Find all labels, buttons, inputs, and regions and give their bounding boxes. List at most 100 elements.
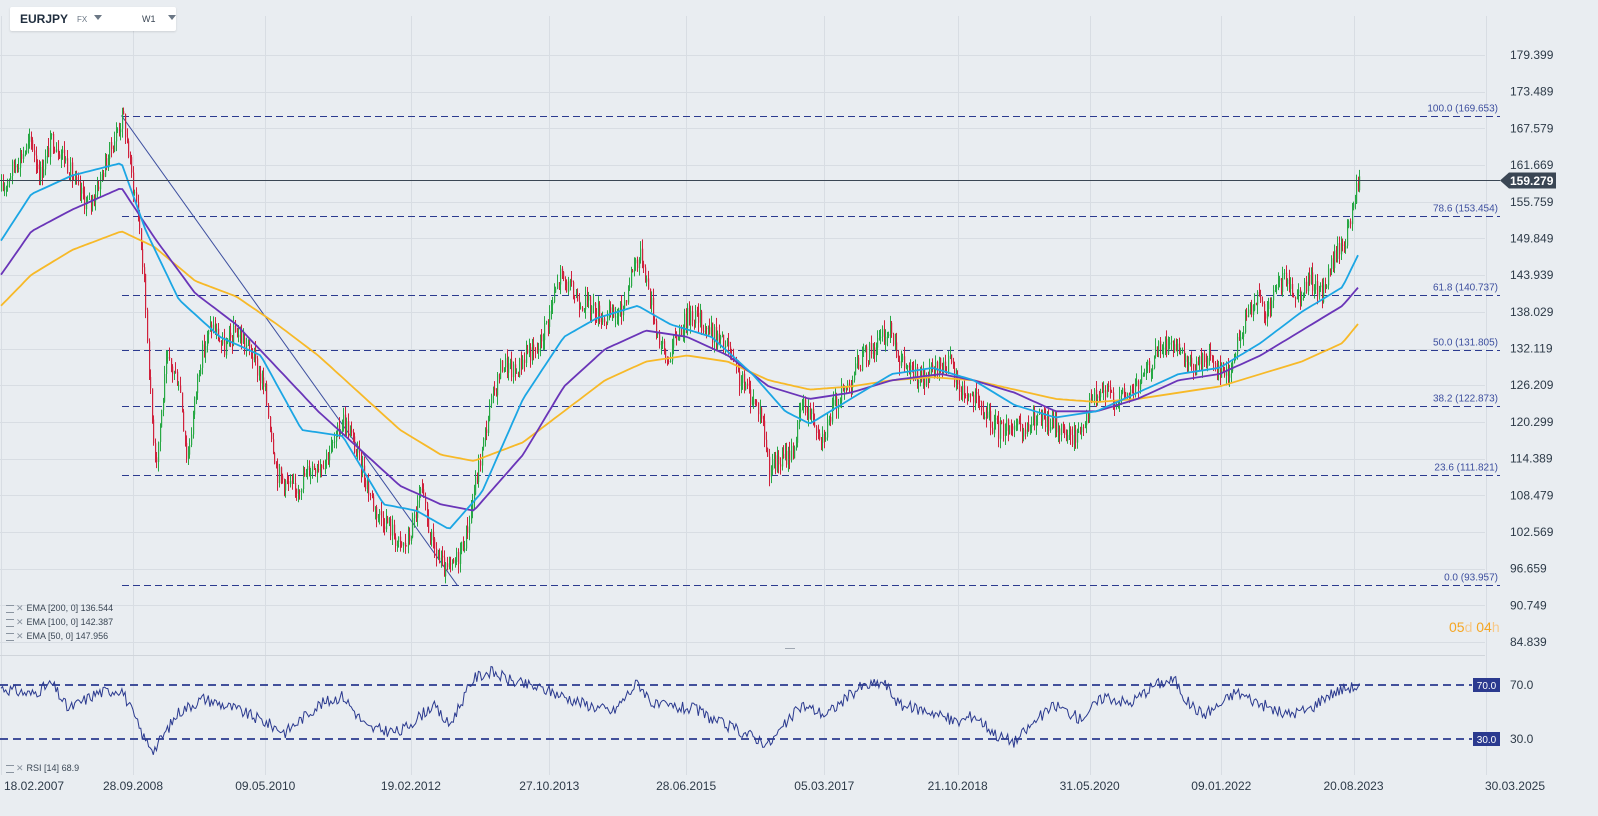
candle-body — [852, 380, 854, 388]
candle-body — [1088, 411, 1090, 419]
timeframe-dropdown-icon[interactable] — [168, 15, 176, 20]
candle-body — [601, 321, 603, 323]
candle-body — [1212, 356, 1214, 363]
candle-body — [1138, 380, 1140, 390]
candle-body — [825, 437, 827, 440]
candle-body — [1016, 425, 1018, 426]
candle-body — [609, 307, 611, 315]
candle-body — [574, 297, 576, 299]
candle-body — [117, 129, 119, 131]
y-tick-label: 90.749 — [1510, 598, 1547, 612]
candle-body — [1334, 250, 1336, 269]
candle-body — [1210, 351, 1212, 357]
candle-body — [123, 111, 125, 115]
candle-body — [1304, 281, 1306, 295]
settings-icon[interactable] — [6, 604, 14, 613]
countdown-hours-unit: h — [1491, 619, 1500, 635]
candle-body — [1165, 338, 1167, 348]
settings-icon[interactable] — [6, 764, 14, 773]
candle-body — [1105, 390, 1107, 397]
candle-body — [1202, 353, 1204, 369]
legend-ema-200-value: 136.544 — [80, 603, 114, 613]
close-icon[interactable]: ✕ — [16, 763, 24, 773]
close-icon[interactable]: ✕ — [16, 603, 24, 613]
candle-body — [1355, 203, 1357, 205]
candle-body — [712, 322, 714, 343]
candle-body — [714, 326, 716, 343]
candle-body — [587, 295, 589, 301]
candle-body — [392, 524, 394, 536]
candle-body — [346, 421, 348, 431]
candle-body — [970, 393, 972, 396]
candle-body — [527, 350, 529, 353]
candle-body — [1298, 289, 1300, 294]
y-tick-label: 102.569 — [1510, 525, 1554, 539]
candle-body — [1286, 272, 1288, 285]
candle-body — [1048, 414, 1050, 431]
candle-body — [717, 333, 719, 347]
candle-body — [438, 557, 440, 559]
candle-body — [147, 309, 149, 342]
candle-body — [1180, 352, 1182, 354]
legend-ema-50-value: 147.956 — [75, 631, 109, 641]
candle-body — [943, 361, 945, 371]
candle-body — [230, 332, 232, 338]
candle-body — [89, 199, 91, 200]
time-axis[interactable]: 18.02.2007 28.09.2008 09.05.2010 19.02.2012… — [4, 779, 1545, 793]
candle-body — [273, 439, 275, 453]
candle-body — [591, 305, 593, 314]
countdown-hours: 04 — [1476, 619, 1492, 635]
candle-body — [136, 192, 138, 203]
candle-body — [1312, 272, 1314, 291]
candle-body — [249, 341, 251, 348]
candle-body — [1319, 287, 1321, 297]
candle-body — [156, 457, 158, 463]
symbol-dropdown-icon[interactable] — [94, 15, 102, 20]
candle-body — [994, 419, 996, 434]
candle-body — [664, 341, 666, 350]
candle-body — [665, 349, 667, 360]
candle-body — [485, 429, 487, 439]
candle-body — [28, 141, 30, 145]
candle-body — [535, 350, 537, 352]
candle-body — [189, 445, 191, 455]
candle-body — [1317, 281, 1319, 297]
candle-body — [281, 467, 283, 476]
candle-body — [100, 174, 102, 190]
candle-body — [1228, 367, 1230, 378]
candle-body — [901, 359, 903, 366]
fib-level-label: 23.6 (111.821) — [1434, 463, 1498, 474]
timeframe-label[interactable]: W1 — [142, 14, 156, 24]
candle-body — [1220, 364, 1222, 378]
candle-body — [329, 453, 331, 461]
candle-body — [188, 454, 190, 459]
candle-body — [1295, 297, 1297, 300]
candle-body — [373, 496, 375, 510]
candle-body — [898, 357, 900, 362]
close-icon[interactable]: ✕ — [16, 631, 24, 641]
candle-body — [51, 134, 53, 136]
candle-body — [519, 358, 521, 377]
candle-body — [241, 332, 243, 344]
candle-body — [1066, 434, 1068, 441]
candle-body — [390, 518, 392, 536]
candle-body — [343, 414, 345, 426]
price-axis[interactable]: 179.399 173.489 167.579 161.669 155.759 149.8… — [1500, 48, 1556, 649]
x-tick-label: 18.02.2007 — [4, 779, 64, 793]
candle-body — [1081, 427, 1083, 433]
candle-body — [1012, 426, 1014, 430]
candle-body — [551, 305, 553, 311]
settings-icon[interactable] — [6, 632, 14, 641]
candle-body — [54, 149, 56, 152]
settings-icon[interactable] — [6, 618, 14, 627]
candle-body — [570, 280, 572, 282]
symbol-name[interactable]: EURJPY — [20, 12, 69, 26]
candle-body — [896, 342, 898, 358]
candle-body — [255, 350, 257, 359]
y-tick-label: 143.939 — [1510, 268, 1554, 282]
close-icon[interactable]: ✕ — [16, 617, 24, 627]
candle-body — [855, 363, 857, 375]
candle-body — [1221, 362, 1223, 378]
candle-body — [1163, 347, 1165, 349]
